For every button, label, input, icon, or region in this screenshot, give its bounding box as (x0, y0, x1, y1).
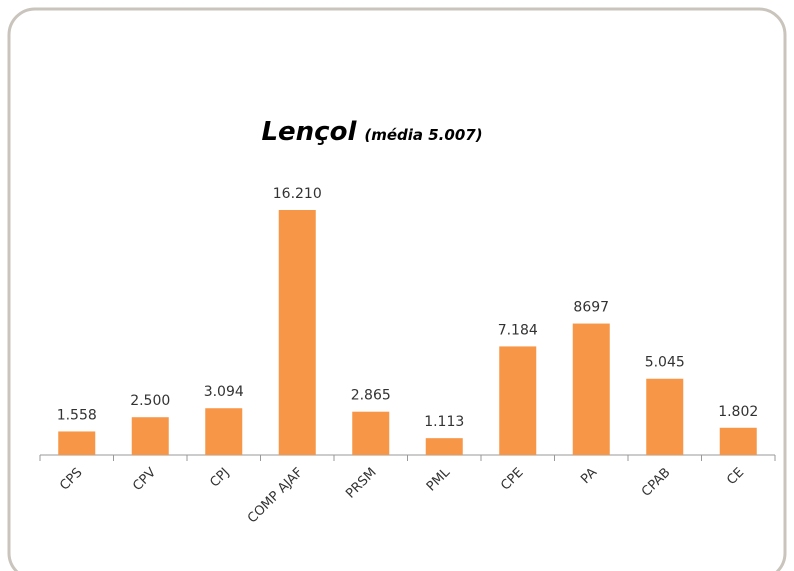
data-label: 8697 (573, 300, 609, 316)
data-label: 5.045 (645, 355, 685, 371)
bar (425, 438, 463, 455)
bar (58, 431, 96, 455)
bar (352, 411, 390, 455)
bar (646, 378, 684, 455)
data-label: 2.865 (351, 388, 391, 404)
bar (719, 427, 757, 455)
data-label: 3.094 (204, 384, 244, 400)
bar (499, 346, 537, 455)
data-label: 16.210 (273, 186, 322, 202)
chart-title: Lençol (261, 117, 357, 147)
data-label: 7.184 (498, 322, 538, 338)
data-label: 1.558 (57, 407, 97, 423)
data-label: 2.500 (130, 393, 170, 409)
bar (278, 210, 316, 455)
bar (205, 408, 243, 455)
bar (572, 323, 610, 455)
data-label: 1.802 (718, 404, 758, 420)
chart-subtitle: (média 5.007) (364, 126, 482, 144)
frame (7, 7, 787, 571)
bar (131, 417, 169, 455)
data-label: 1.113 (424, 414, 464, 430)
